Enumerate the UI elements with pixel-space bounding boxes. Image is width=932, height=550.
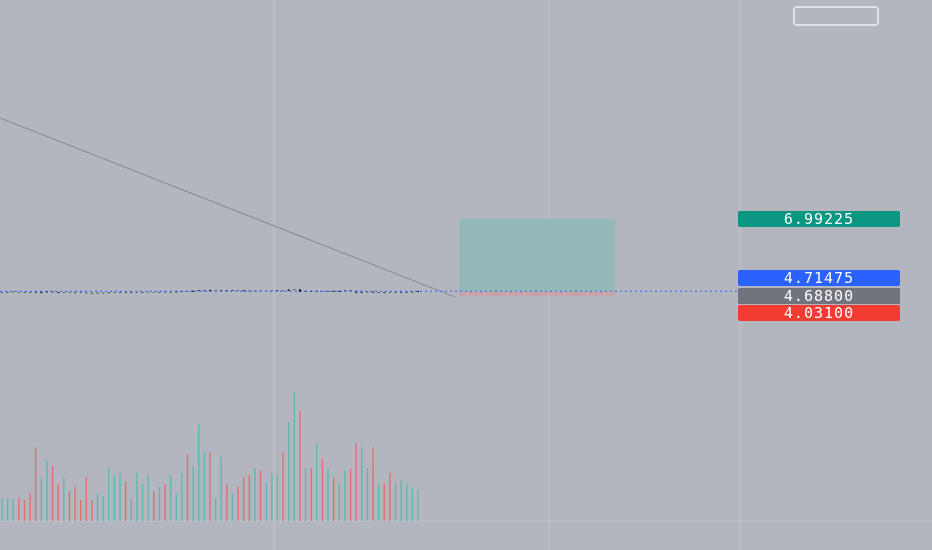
volume-bar: [299, 411, 300, 521]
volume-bar: [417, 489, 418, 521]
stop-zone: [459, 291, 615, 296]
volume-bar: [147, 475, 148, 521]
volume-bar: [327, 468, 328, 521]
volume-bar: [125, 482, 126, 521]
volume-bar: [204, 452, 205, 521]
volume-bar: [119, 473, 120, 521]
volume-bar: [69, 491, 70, 521]
volume-bar: [114, 475, 115, 521]
volume-bars: [1, 392, 418, 521]
volume-bar: [344, 470, 345, 521]
volume-bar: [52, 466, 53, 521]
volume-bar: [226, 484, 227, 521]
target-zone: [459, 219, 615, 291]
volume-bar: [271, 473, 272, 521]
volume-bar: [86, 477, 87, 521]
volume-bar: [243, 477, 244, 521]
stop-loss-label[interactable]: 4.03100: [738, 305, 900, 321]
volume-bar: [80, 500, 81, 521]
volume-bar: [97, 493, 98, 521]
volume-bar: [350, 468, 351, 521]
volume-bar: [355, 443, 356, 521]
volume-bar: [361, 447, 362, 521]
volume-bar: [7, 498, 8, 521]
volume-bar: [221, 457, 222, 521]
volume-bar: [13, 498, 14, 521]
volume-bar: [322, 459, 323, 521]
volume-bar: [131, 498, 132, 521]
volume-bar: [395, 482, 396, 521]
volume-bar: [384, 484, 385, 521]
volume-bar: [254, 468, 255, 521]
volume-bar: [310, 468, 311, 521]
top-toolbar-button[interactable]: [793, 6, 879, 26]
volume-bar: [153, 491, 154, 521]
volume-bar: [412, 489, 413, 521]
volume-bar: [406, 484, 407, 521]
volume-bar: [142, 484, 143, 521]
volume-bar: [209, 452, 210, 521]
volume-bar: [74, 487, 75, 522]
volume-bar: [316, 443, 317, 521]
volume-bar: [1, 498, 2, 521]
volume-bar: [237, 487, 238, 522]
volume-bar: [260, 470, 261, 521]
current-price-label: 4.68800: [738, 288, 900, 304]
volume-bar: [192, 466, 193, 521]
volume-bar: [339, 484, 340, 521]
trendline-segment: [0, 118, 455, 297]
volume-bar: [232, 493, 233, 521]
volume-bar: [282, 452, 283, 521]
volume-bar: [198, 424, 199, 521]
volume-bar: [108, 468, 109, 521]
volume-bar: [136, 473, 137, 521]
volume-bar: [46, 461, 47, 521]
volume-bar: [187, 454, 188, 521]
volume-bar: [277, 475, 278, 521]
volume-bar: [91, 500, 92, 521]
volume-bar: [18, 498, 19, 521]
volume-bar: [176, 493, 177, 521]
volume-bar: [24, 500, 25, 521]
volume-bar: [378, 484, 379, 521]
volume-bar: [181, 473, 182, 521]
volume-bar: [29, 493, 30, 521]
volume-bar: [389, 473, 390, 521]
volume-bar: [35, 447, 36, 521]
volume-bar: [170, 475, 171, 521]
volume-bar: [215, 498, 216, 521]
volume-bar: [266, 482, 267, 521]
volume-bar: [367, 468, 368, 521]
take-profit-label[interactable]: 6.99225: [738, 211, 900, 227]
volume-bar: [58, 484, 59, 521]
volume-bar: [294, 392, 295, 521]
volume-bar: [333, 477, 334, 521]
long-position-tool[interactable]: [459, 219, 615, 296]
volume-bar: [63, 477, 64, 521]
volume-bar: [41, 477, 42, 521]
volume-bar: [102, 496, 103, 521]
volume-bar: [288, 422, 289, 521]
volume-bar: [159, 487, 160, 522]
volume-bar: [249, 475, 250, 521]
entry-price-label[interactable]: 4.71475: [738, 270, 900, 286]
volume-bar: [400, 480, 401, 521]
volume-bar: [164, 484, 165, 521]
volume-bar: [372, 447, 373, 521]
volume-bar: [305, 468, 306, 521]
trendline[interactable]: [0, 118, 455, 297]
